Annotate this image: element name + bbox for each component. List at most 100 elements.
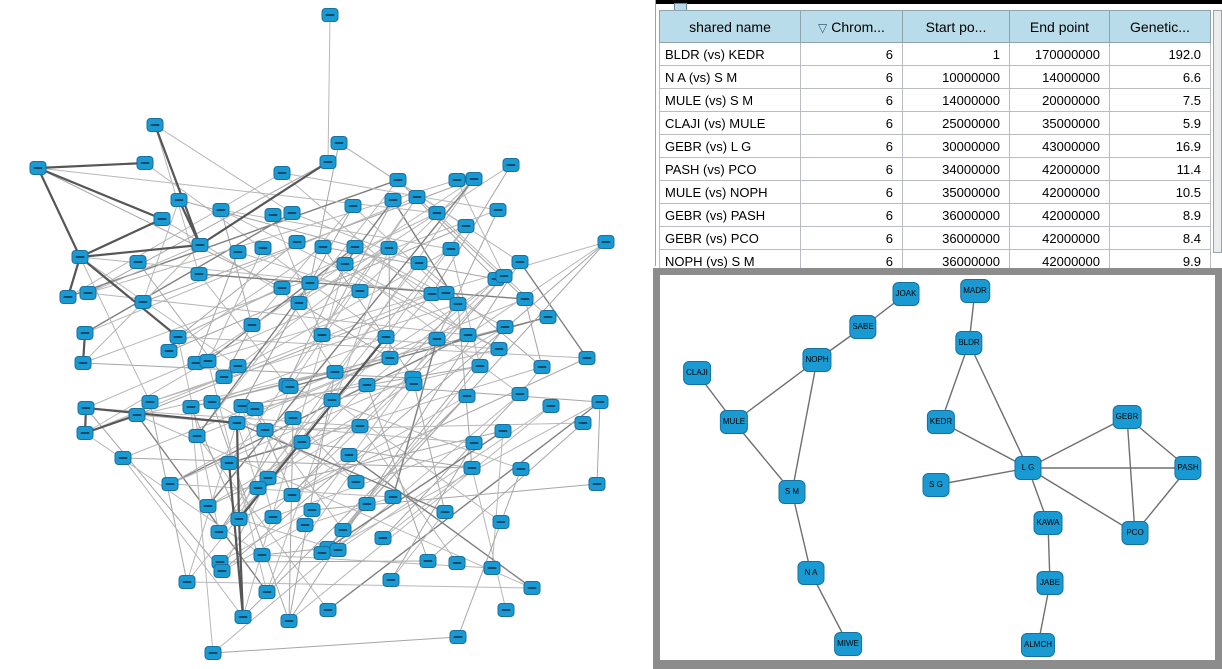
graph-node[interactable]	[384, 193, 402, 207]
graph-node[interactable]	[389, 173, 407, 187]
cell-shared-name[interactable]: GEBR (vs) PASH	[659, 203, 801, 227]
column-header-chrom---[interactable]: ▽ Chrom...	[800, 10, 903, 43]
graph-node[interactable]	[182, 400, 200, 414]
graph-node[interactable]	[458, 389, 476, 403]
graph-node[interactable]	[483, 561, 501, 575]
graph-node[interactable]	[313, 328, 331, 342]
table-row[interactable]: GEBR (vs) PASH 6 36000000 42000000 8.9	[659, 203, 1211, 227]
graph-node[interactable]	[283, 206, 301, 220]
graph-node[interactable]	[29, 161, 47, 175]
graph-node[interactable]	[77, 401, 95, 415]
graph-node[interactable]	[190, 267, 208, 281]
graph-node[interactable]	[246, 402, 264, 416]
cell-value[interactable]: 6	[800, 65, 903, 89]
graph-node-bldr[interactable]: BLDR	[955, 331, 983, 355]
graph-node[interactable]	[489, 203, 507, 217]
graph-node[interactable]	[334, 523, 352, 537]
cell-value[interactable]: 6	[800, 88, 903, 112]
graph-node[interactable]	[76, 326, 94, 340]
cell-shared-name[interactable]: MULE (vs) S M	[659, 88, 801, 112]
graph-node[interactable]	[408, 190, 426, 204]
graph-node[interactable]	[329, 543, 347, 557]
graph-node[interactable]	[382, 573, 400, 587]
graph-node[interactable]	[76, 426, 94, 440]
graph-node[interactable]	[79, 286, 97, 300]
graph-node[interactable]	[330, 136, 348, 150]
cell-value[interactable]: 42000000	[1009, 203, 1110, 227]
graph-node[interactable]	[419, 554, 437, 568]
graph-node[interactable]	[377, 330, 395, 344]
graph-node[interactable]	[323, 393, 341, 407]
graph-node-miwe[interactable]: MIWE	[834, 632, 862, 656]
cell-value[interactable]: 43000000	[1009, 134, 1110, 158]
graph-node[interactable]	[358, 378, 376, 392]
graph-node[interactable]	[254, 241, 272, 255]
graph-node[interactable]	[290, 296, 308, 310]
table-row[interactable]: CLAJI (vs) MULE 6 25000000 35000000 5.9	[659, 111, 1211, 135]
graph-node[interactable]	[542, 399, 560, 413]
graph-node[interactable]	[213, 564, 231, 578]
graph-node[interactable]	[160, 344, 178, 358]
graph-node[interactable]	[146, 118, 164, 132]
graph-node[interactable]	[496, 320, 514, 334]
graph-node[interactable]	[344, 199, 362, 213]
graph-node-mule[interactable]: MULE	[719, 410, 749, 434]
table-row[interactable]: MULE (vs) S M 6 14000000 20000000 7.5	[659, 88, 1211, 112]
graph-node[interactable]	[210, 525, 228, 539]
graph-node[interactable]	[326, 365, 344, 379]
graph-node[interactable]	[314, 240, 332, 254]
graph-node[interactable]	[228, 416, 246, 430]
graph-node[interactable]	[497, 603, 515, 617]
graph-node[interactable]	[296, 518, 314, 532]
graph-node[interactable]	[471, 359, 489, 373]
cell-value[interactable]: 192.0	[1109, 42, 1211, 66]
graph-node[interactable]	[374, 531, 392, 545]
graph-node[interactable]	[588, 477, 606, 491]
graph-node[interactable]	[319, 603, 337, 617]
graph-node[interactable]	[449, 630, 467, 644]
graph-node[interactable]	[597, 235, 615, 249]
cell-shared-name[interactable]: MULE (vs) NOPH	[659, 180, 801, 204]
graph-node[interactable]	[220, 456, 238, 470]
cell-value[interactable]: 25000000	[902, 111, 1010, 135]
cell-value[interactable]: 42000000	[1009, 157, 1110, 181]
table-scrollbar-gutter[interactable]	[1213, 10, 1222, 253]
graph-node[interactable]	[449, 297, 467, 311]
cell-shared-name[interactable]: GEBR (vs) PCO	[659, 226, 801, 250]
cell-value[interactable]: 1	[902, 42, 1010, 66]
graph-node[interactable]	[203, 395, 221, 409]
column-header-shared-name[interactable]: shared name	[659, 10, 801, 43]
cell-value[interactable]: 8.4	[1109, 226, 1211, 250]
graph-node[interactable]	[134, 295, 152, 309]
graph-node[interactable]	[492, 515, 510, 529]
graph-node[interactable]	[212, 203, 230, 217]
cell-value[interactable]: 5.9	[1109, 111, 1211, 135]
graph-node[interactable]	[410, 256, 428, 270]
graph-node-s-g[interactable]: S G	[922, 473, 950, 497]
graph-node[interactable]	[169, 330, 187, 344]
graph-node[interactable]	[215, 370, 233, 384]
table-row[interactable]: GEBR (vs) L G 6 30000000 43000000 16.9	[659, 134, 1211, 158]
graph-node[interactable]	[428, 332, 446, 346]
graph-node[interactable]	[448, 556, 466, 570]
graph-node[interactable]	[243, 318, 261, 332]
cell-value[interactable]: 6	[800, 157, 903, 181]
cell-value[interactable]: 42000000	[1009, 180, 1110, 204]
graph-node[interactable]	[191, 238, 209, 252]
graph-node[interactable]	[264, 208, 282, 222]
cell-value[interactable]: 6	[800, 111, 903, 135]
graph-node[interactable]	[170, 193, 188, 207]
graph-node[interactable]	[74, 356, 92, 370]
graph-node[interactable]	[229, 245, 247, 259]
cell-value[interactable]: 30000000	[902, 134, 1010, 158]
graph-node[interactable]	[539, 310, 557, 324]
cell-value[interactable]: 14000000	[902, 88, 1010, 112]
graph-node[interactable]	[153, 212, 171, 226]
graph-node[interactable]	[253, 548, 271, 562]
graph-node[interactable]	[301, 276, 319, 290]
graph-node[interactable]	[351, 419, 369, 433]
large-network-view[interactable]	[0, 0, 653, 669]
graph-node[interactable]	[230, 512, 248, 526]
cell-value[interactable]: 6	[800, 42, 903, 66]
graph-node[interactable]	[380, 241, 398, 255]
